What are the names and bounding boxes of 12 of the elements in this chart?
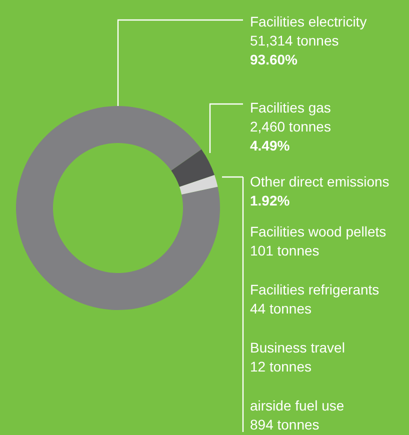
slice-label: Facilities electricity: [250, 14, 367, 30]
text: Facilities refrigerants 44 tonnes: [250, 282, 380, 316]
text: 2,460 tonnes: [250, 118, 331, 134]
data-label: 93.60%: [250, 52, 298, 68]
slice-label: Facilities gas: [250, 100, 331, 116]
text: airside fuel use 894 tonnes: [250, 398, 344, 432]
data-label: 4.49%: [250, 138, 290, 154]
slice-label: Other direct emissions: [250, 174, 390, 190]
data-label: 1.92%: [250, 192, 290, 208]
text: Business travel 12 tonnes: [250, 340, 345, 374]
text: Facilities wood pellets 101 tonnes: [250, 224, 386, 258]
text: 51,314 tonnes: [250, 32, 339, 48]
